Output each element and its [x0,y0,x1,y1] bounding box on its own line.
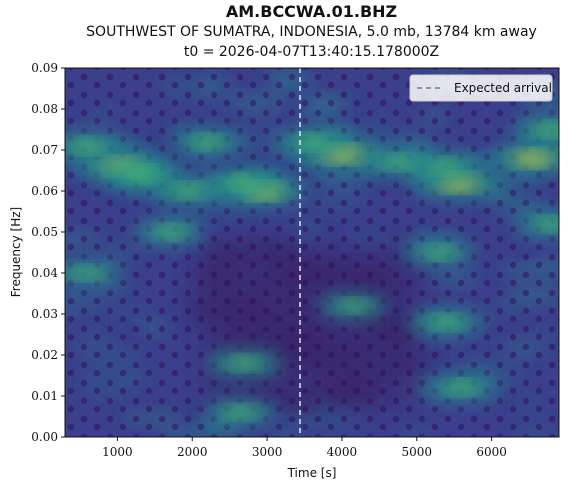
hotspot-core [381,157,415,168]
y-tick-label: 0.04 [31,266,58,280]
x-tick-label: 6000 [476,445,507,459]
x-axis-ticks: 1000 2000 3000 4000 5000 6000 [102,437,507,459]
hotspot-core [535,218,559,229]
hotspot-core [124,168,163,181]
y-axis-ticks: 0.00 0.01 0.02 0.03 0.04 0.05 0.06 0.07 0.08 0.09 [31,61,65,444]
hotspot-core [227,357,262,369]
y-tick-label: 0.06 [31,184,58,198]
legend-label: Expected arrival [454,81,552,95]
y-tick-label: 0.07 [31,143,58,157]
event-description: SOUTHWEST OF SUMATRA, INDONESIA, 5.0 mb,… [86,24,537,40]
chart-title-block: AM.BCCWA.01.BHZ SOUTHWEST OF SUMATRA, IN… [0,2,573,62]
x-tick-label: 3000 [252,445,283,459]
hotspot-core [171,185,206,197]
hotspot-core [153,226,186,238]
x-tick-label: 2000 [177,445,208,459]
origin-time: t0 = 2026-04-07T13:40:15.178000Z [183,44,440,60]
spectrogram-plot-area [65,68,559,437]
hotspot-core [71,268,104,278]
x-tick-label: 1000 [102,445,133,459]
hotspot-core [69,140,106,152]
y-tick-label: 0.03 [31,307,58,321]
x-tick-label: 4000 [327,445,358,459]
x-tick-label: 5000 [402,445,433,459]
y-tick-label: 0.08 [31,102,58,116]
plot-frame [64,67,560,438]
hotspot-core [337,300,369,311]
spectrogram-hotspots [65,114,559,427]
chart-title: AM.BCCWA.01.BHZ [225,2,398,21]
hotspot-core [223,177,259,189]
hotspot-core [429,316,464,328]
hotspot-core [513,152,553,165]
y-tick-label: 0.02 [31,348,58,362]
hotspot-core [533,124,559,135]
hotspot-core [190,136,224,147]
y-tick-label: 0.01 [31,389,58,403]
hotspot-core [444,382,479,394]
y-tick-label: 0.05 [31,225,58,239]
legend: Expected arrival [409,74,553,102]
hotspot-core [224,407,257,418]
legend-box [409,74,553,102]
hotspot-core [294,136,330,148]
y-tick-label: 0.09 [31,61,58,75]
y-axis-label: Frequency [Hz] [9,207,23,298]
y-tick-label: 0.00 [31,430,58,444]
x-axis-label: Time [s] [287,466,337,480]
hotspot-core [423,247,456,258]
